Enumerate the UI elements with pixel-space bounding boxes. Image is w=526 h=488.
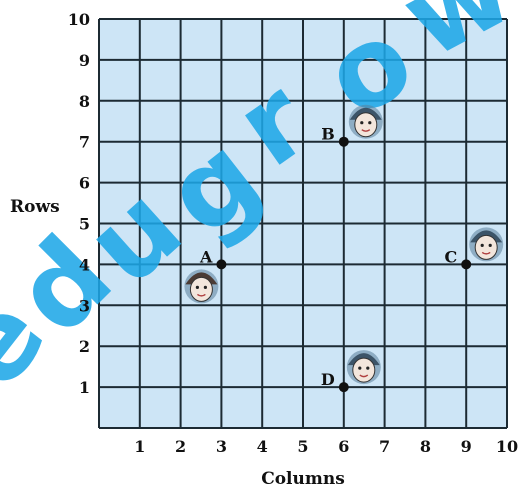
y-axis-title: Rows xyxy=(10,197,60,217)
x-tick-label: 3 xyxy=(216,437,227,456)
point-label: D xyxy=(321,370,335,389)
y-tick-label: 7 xyxy=(79,133,90,152)
x-tick-label: 6 xyxy=(338,437,349,456)
x-tick-label: 1 xyxy=(134,437,145,456)
x-tick-label: 4 xyxy=(257,437,268,456)
character-face-icon xyxy=(348,104,383,139)
y-tick-label: 3 xyxy=(79,296,90,315)
grid xyxy=(98,18,508,429)
character-face-icon xyxy=(469,227,504,262)
y-tick-label: 10 xyxy=(68,10,90,29)
point-label: B xyxy=(321,125,335,144)
y-tick-label: 4 xyxy=(79,255,90,274)
y-tick-label: 8 xyxy=(79,92,90,111)
y-tick-label: 2 xyxy=(79,337,90,356)
character-icons xyxy=(184,104,504,385)
x-tick-label: 10 xyxy=(496,437,518,456)
character-face-icon xyxy=(184,269,219,304)
data-point xyxy=(338,382,349,393)
point-label: A xyxy=(199,247,213,266)
data-point xyxy=(338,136,349,147)
y-tick-label: 1 xyxy=(79,378,90,397)
x-tick-label: 2 xyxy=(175,437,186,456)
x-tick-labels: 1 2 3 4 5 6 7 8 9 10 xyxy=(134,437,518,456)
y-tick-label: 6 xyxy=(79,174,90,193)
y-tick-label: 5 xyxy=(79,215,90,234)
point-label: C xyxy=(444,247,457,266)
character-face-icon xyxy=(346,350,381,385)
y-tick-label: 9 xyxy=(79,51,90,70)
x-tick-label: 5 xyxy=(297,437,308,456)
x-axis-title: Columns xyxy=(261,469,345,488)
y-tick-labels: 1 2 3 4 5 6 7 8 9 10 xyxy=(68,10,90,397)
data-point xyxy=(461,259,472,270)
data-points: A B C D xyxy=(199,125,472,393)
x-tick-label: 7 xyxy=(379,437,390,456)
data-point xyxy=(216,259,227,270)
x-tick-label: 9 xyxy=(461,437,472,456)
x-tick-label: 8 xyxy=(420,437,431,456)
